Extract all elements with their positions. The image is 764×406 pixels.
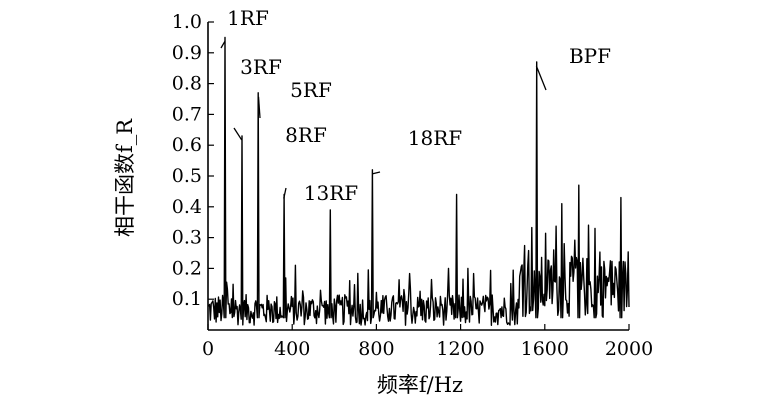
annotation-leader — [372, 171, 381, 175]
x-tick-label: 1600 — [521, 338, 569, 360]
y-tick-label: 0.3 — [172, 227, 202, 249]
y-tick-label: 0.9 — [172, 42, 202, 64]
coherence-series — [207, 36, 630, 326]
y-tick-label: 0.4 — [172, 196, 202, 218]
annotation-leader — [283, 187, 287, 199]
x-tick-label: 800 — [358, 338, 394, 360]
peak-label: 3RF — [240, 55, 282, 79]
annotation-leader — [535, 65, 547, 91]
x-tick-label: 2000 — [605, 338, 653, 360]
y-tick-label: 0.6 — [172, 134, 202, 156]
y-tick-label: 0.5 — [172, 165, 202, 187]
x-axis-title: 频率f/Hz — [377, 373, 463, 397]
peak-label: 18RF — [408, 126, 463, 150]
annotation-leader — [220, 41, 226, 49]
axes: 0.1 0.2 0.3 0.4 0.5 0.6 0.7 0.8 0.9 1.0 0 400 800 120… — [172, 11, 653, 360]
y-tick-label: 0.1 — [172, 288, 202, 310]
y-tick-label: 0.7 — [172, 103, 202, 125]
peak-label: 8RF — [285, 123, 327, 147]
y-axis-title: 相干函数f_R — [113, 118, 137, 237]
peak-label: 13RF — [304, 181, 359, 205]
peak-label: BPF — [569, 44, 611, 68]
annotation-leader — [233, 127, 243, 141]
y-tick-label: 1.0 — [172, 11, 202, 33]
peak-label: 1RF — [227, 6, 269, 30]
x-tick-label: 0 — [202, 338, 214, 360]
y-tick-label: 0.8 — [172, 73, 202, 95]
y-tick-label: 0.2 — [172, 257, 202, 279]
x-tick-label: 1200 — [436, 338, 484, 360]
annotation-leader — [257, 96, 261, 119]
coherence-line — [207, 36, 630, 326]
peak-label: 5RF — [290, 78, 332, 102]
peak-annotations: 1RF 3RF 5RF 8RF 13RF 18RF BPF — [220, 6, 611, 205]
x-tick-label: 400 — [274, 338, 310, 360]
